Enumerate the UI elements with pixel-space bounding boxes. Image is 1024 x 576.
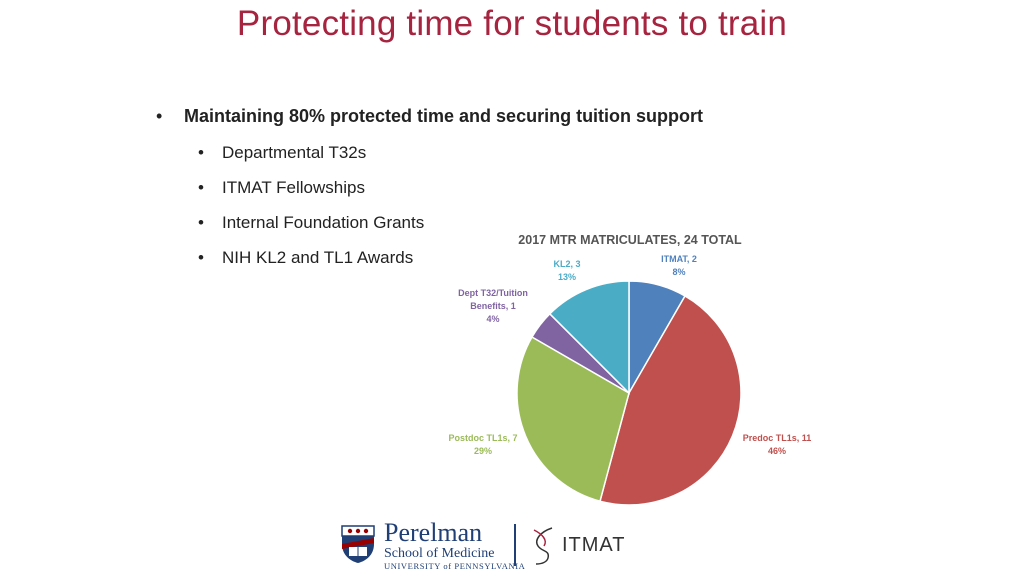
slice-label: Postdoc TL1s, 7 29% bbox=[448, 433, 517, 456]
slide-title: Protecting time for students to train bbox=[236, 4, 788, 43]
pie-slice-predoc-tl1s bbox=[599, 294, 742, 506]
sub-bullet-item: • Internal Foundation Grants bbox=[198, 213, 796, 248]
pie-slice-kl2 bbox=[548, 280, 630, 395]
penn-logo-line2: School of Medicine bbox=[384, 546, 495, 561]
bullet-list: • Maintaining 80% protected time and sec… bbox=[156, 106, 796, 283]
itmat-swirl-icon bbox=[533, 527, 553, 565]
slice-label: Dept T32/Tuition Benefits, 1 4% bbox=[458, 288, 528, 324]
logo-divider bbox=[514, 524, 516, 566]
sub-bullet-list: • Departmental T32s • ITMAT Fellowships • I… bbox=[198, 143, 796, 283]
bullet-dot: • bbox=[198, 248, 204, 267]
sub-bullet-text: ITMAT Fellowships bbox=[222, 178, 365, 197]
penn-shield-icon bbox=[341, 525, 375, 563]
bullet-dot: • bbox=[198, 178, 204, 197]
slice-label: ITMAT, 2 8% bbox=[661, 254, 697, 277]
penn-logo-line3: UNIVERSITY of PENNSYLVANIA bbox=[384, 561, 526, 571]
slice-label: Predoc TL1s, 11 46% bbox=[743, 433, 812, 456]
itmat-logo-text: ITMAT bbox=[562, 534, 626, 556]
sub-bullet-text: NIH KL2 and TL1 Awards bbox=[222, 248, 414, 267]
sub-bullet-text: Departmental T32s bbox=[222, 143, 367, 162]
pie-slice-postdoc-tl1s bbox=[516, 335, 630, 503]
penn-logo-text: Perelman School of Medicine UNIVERSITY o… bbox=[384, 518, 526, 572]
sub-bullet-item: • NIH KL2 and TL1 Awards bbox=[198, 248, 796, 283]
slice-label: KL2, 3 13% bbox=[553, 259, 580, 282]
penn-logo-line1: Perelman bbox=[384, 518, 483, 547]
main-bullet: • Maintaining 80% protected time and sec… bbox=[156, 106, 796, 127]
sub-bullet-text: Internal Foundation Grants bbox=[222, 213, 425, 232]
bullet-dot: • bbox=[156, 106, 163, 126]
bullet-dot: • bbox=[198, 213, 204, 232]
chart-title: 2017 MTR MATRICULATES, 24 TOTAL bbox=[518, 233, 742, 247]
sub-bullet-item: • ITMAT Fellowships bbox=[198, 178, 796, 213]
bullet-dot: • bbox=[198, 143, 204, 162]
sub-bullet-item: • Departmental T32s bbox=[198, 143, 796, 178]
main-bullet-text: Maintaining 80% protected time and secur… bbox=[184, 106, 704, 126]
